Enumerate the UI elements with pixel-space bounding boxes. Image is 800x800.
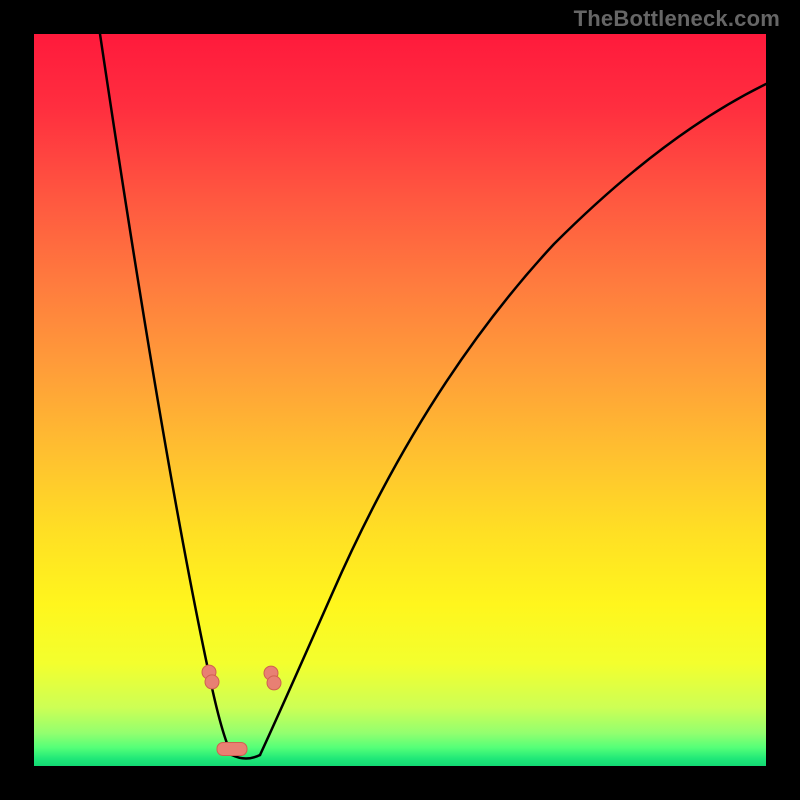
watermark-text: TheBottleneck.com: [574, 6, 780, 32]
plot-area: [34, 34, 766, 766]
curve-layer: [34, 34, 766, 766]
chart-container: TheBottleneck.com: [0, 0, 800, 800]
